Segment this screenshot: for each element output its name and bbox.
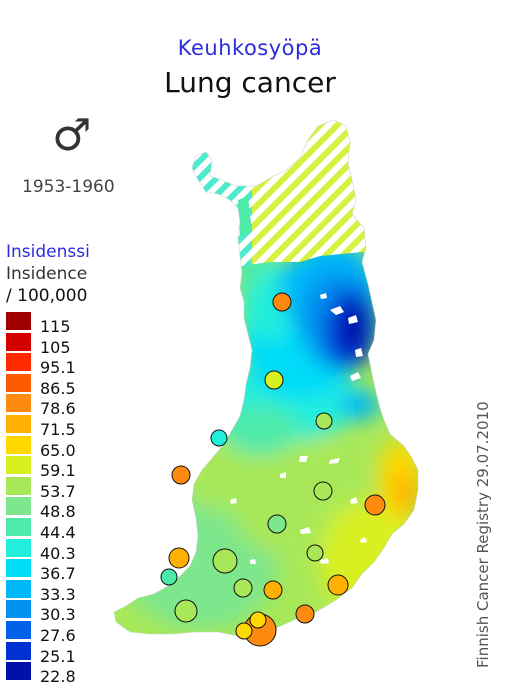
map-title-english: Lung cancer bbox=[164, 66, 336, 99]
city-marker bbox=[210, 429, 228, 447]
legend-swatch bbox=[6, 662, 31, 681]
legend-swatch bbox=[6, 435, 31, 454]
legend-label: 71.5 bbox=[40, 419, 76, 439]
legend-scale: 115 105 95.1 86.5 78.6 71.5 65.0 59.1 53… bbox=[6, 312, 116, 687]
legend-label: 22.8 bbox=[40, 667, 76, 687]
legend-row: 44.4 bbox=[6, 517, 116, 542]
legend-row: 33.3 bbox=[6, 579, 116, 604]
legend-label: 27.6 bbox=[40, 625, 76, 645]
legend-swatch bbox=[6, 414, 31, 433]
legend-row: 27.6 bbox=[6, 620, 116, 645]
city-marker bbox=[306, 544, 324, 562]
legend-row: 25.1 bbox=[6, 641, 116, 666]
legend-swatch bbox=[6, 332, 31, 351]
city-marker bbox=[168, 547, 190, 569]
city-markers bbox=[160, 292, 386, 647]
legend-unit: / 100,000 bbox=[6, 286, 88, 306]
legend-title-english: Insidence bbox=[6, 264, 88, 284]
map-title-finnish: Keuhkosyöpä bbox=[177, 36, 323, 60]
legend-swatch bbox=[6, 353, 31, 372]
legend-row: 95.1 bbox=[6, 353, 116, 378]
legend-swatch bbox=[6, 620, 31, 639]
city-marker bbox=[160, 568, 178, 586]
legend-row: 65.0 bbox=[6, 435, 116, 460]
legend-swatch bbox=[6, 641, 31, 660]
city-marker bbox=[233, 578, 253, 598]
finland-outline bbox=[113, 119, 419, 637]
legend-row: 36.7 bbox=[6, 559, 116, 584]
legend-label: 105 bbox=[40, 337, 71, 357]
legend-swatch bbox=[6, 456, 31, 475]
legend-swatch bbox=[6, 497, 31, 516]
city-marker bbox=[313, 481, 333, 501]
city-marker bbox=[174, 599, 198, 623]
legend-swatch bbox=[6, 394, 31, 413]
legend-row: 71.5 bbox=[6, 414, 116, 439]
legend-label: 59.1 bbox=[40, 461, 76, 481]
legend-label: 44.4 bbox=[40, 522, 76, 542]
legend-swatch bbox=[6, 476, 31, 495]
city-marker bbox=[171, 465, 191, 485]
legend-row: 48.8 bbox=[6, 497, 116, 522]
legend-label: 33.3 bbox=[40, 584, 76, 604]
registry-credit: Finnish Cancer Registry 29.07.2010 bbox=[474, 401, 492, 668]
legend-title-finnish: Insidenssi bbox=[6, 242, 90, 262]
city-marker bbox=[315, 412, 333, 430]
city-marker bbox=[249, 611, 267, 629]
city-marker bbox=[264, 370, 284, 390]
legend-swatch bbox=[6, 559, 31, 578]
legend-row: 105 bbox=[6, 332, 116, 357]
legend-row: 53.7 bbox=[6, 476, 116, 501]
legend-row: 86.5 bbox=[6, 373, 116, 398]
legend-swatch bbox=[6, 517, 31, 536]
city-marker bbox=[295, 604, 315, 624]
legend-row: 22.8 bbox=[6, 662, 116, 687]
city-marker bbox=[327, 574, 349, 596]
legend-label: 40.3 bbox=[40, 543, 76, 563]
legend-swatch bbox=[6, 600, 31, 619]
legend-label: 30.3 bbox=[40, 605, 76, 625]
legend-row: 115 bbox=[6, 312, 116, 336]
legend-swatch bbox=[6, 373, 31, 392]
city-marker bbox=[263, 580, 283, 600]
city-marker bbox=[272, 292, 292, 312]
legend-swatch bbox=[6, 312, 31, 330]
male-symbol-icon: ♂ bbox=[52, 110, 92, 161]
legend-label: 25.1 bbox=[40, 646, 76, 666]
legend-row: 40.3 bbox=[6, 538, 116, 563]
legend-row: 30.3 bbox=[6, 600, 116, 625]
legend-swatch bbox=[6, 579, 31, 598]
time-period: 1953-1960 bbox=[22, 177, 115, 197]
legend-row: 59.1 bbox=[6, 456, 116, 481]
legend-label: 53.7 bbox=[40, 481, 76, 501]
legend-label: 86.5 bbox=[40, 378, 76, 398]
legend-row: 78.6 bbox=[6, 394, 116, 419]
city-marker bbox=[364, 494, 386, 516]
legend-label: 65.0 bbox=[40, 440, 76, 460]
legend-label: 115 bbox=[40, 317, 71, 336]
city-marker bbox=[267, 514, 287, 534]
legend-label: 48.8 bbox=[40, 502, 76, 522]
city-marker bbox=[235, 622, 253, 640]
legend-swatch bbox=[6, 538, 31, 557]
legend-label: 78.6 bbox=[40, 399, 76, 419]
legend-label: 95.1 bbox=[40, 358, 76, 378]
legend-label: 36.7 bbox=[40, 564, 76, 584]
city-marker bbox=[212, 548, 238, 574]
